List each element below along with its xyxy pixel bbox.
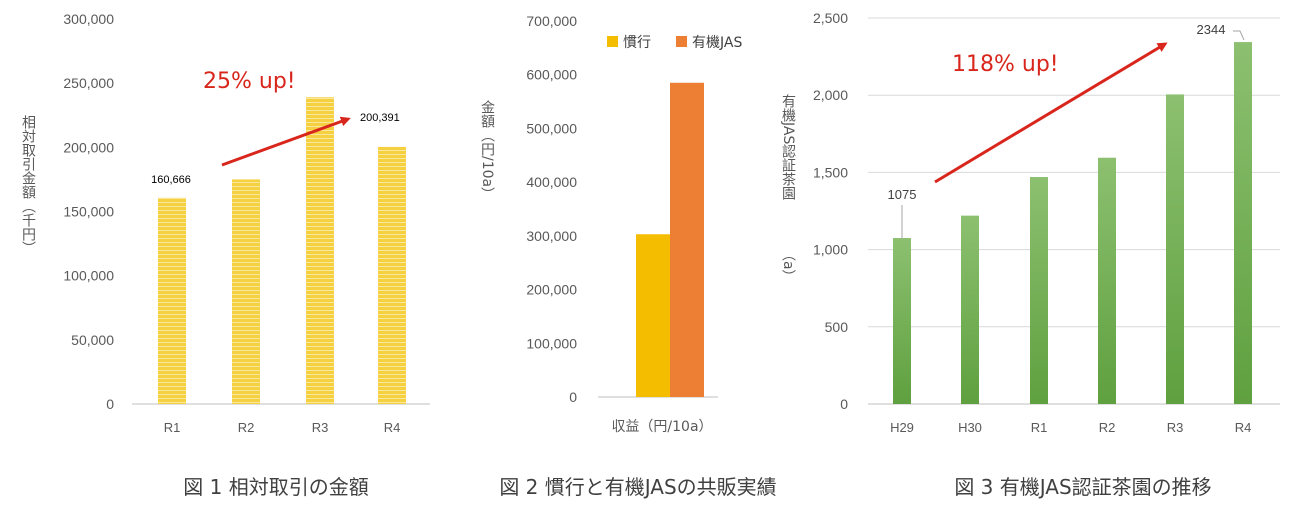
chart3-y-tick: 1,000 <box>813 242 848 258</box>
chart2-caption: 図 2 慣行と有機JASの共販実績 <box>499 475 776 499</box>
chart3-trend-arrow <box>934 42 1168 184</box>
chart3-bar-r3 <box>1166 94 1184 404</box>
chart2-bar-organic <box>670 82 704 398</box>
chart3-data-label-r4: 2344 <box>1197 22 1226 37</box>
chart2-bar-conventional <box>636 234 670 397</box>
chart2: 0 100,000 200,000 300,000 400,000 500,000 600,… <box>479 13 777 499</box>
chart1-data-label-r1: 160,666 <box>151 174 191 186</box>
chart1-bar-r3 <box>306 97 334 405</box>
chart3-data-label-h29: 1075 <box>888 187 917 202</box>
chart1-y-tick: 250,000 <box>63 75 114 91</box>
chart3-bar-r2 <box>1098 157 1116 404</box>
chart3-x-tick: H30 <box>958 420 982 435</box>
chart1-x-tick: R4 <box>384 420 401 435</box>
chart3-bar-h29 <box>893 238 911 404</box>
chart3-x-tick: R2 <box>1099 420 1116 435</box>
chart1-data-label-r4: 200,391 <box>360 112 400 124</box>
chart1-bar-r1 <box>158 197 186 404</box>
chart1-y-tick: 200,000 <box>63 139 114 155</box>
chart2-y-tick: 700,000 <box>526 13 577 29</box>
chart1: 0 50,000 100,000 150,000 200,000 250,000 300,0… <box>20 11 430 499</box>
chart1-y-tick: 300,000 <box>63 11 114 27</box>
chart2-x-axis-label: 収益（円/10a） <box>611 419 712 435</box>
legend-swatch-organic <box>676 36 687 47</box>
chart3-leader-r4 <box>1233 30 1245 41</box>
chart3-y-tick: 1,500 <box>813 164 848 180</box>
chart3-bar-r1 <box>1030 177 1048 404</box>
chart2-y-tick: 400,000 <box>526 174 577 190</box>
chart3-y-axis-unit: （a） <box>780 247 796 284</box>
chart3-x-tick: R4 <box>1235 420 1252 435</box>
chart1-y-tick: 150,000 <box>63 204 114 220</box>
chart2-y-tick: 100,000 <box>526 335 577 351</box>
chart2-y-tick: 500,000 <box>526 120 577 136</box>
chart1-trend-arrow <box>221 116 351 167</box>
chart3-bar-h30 <box>961 215 979 404</box>
chart2-y-tick: 0 <box>569 389 577 405</box>
chart3-y-tick: 0 <box>840 396 848 412</box>
legend-swatch-conventional <box>607 36 618 47</box>
chart2-y-axis-label: 金額（円/10a） <box>479 100 495 201</box>
chart1-y-tick: 100,000 <box>63 268 114 284</box>
chart1-y-tick: 0 <box>106 396 114 412</box>
chart1-y-tick: 50,000 <box>71 332 114 348</box>
chart3-x-tick: R3 <box>1167 420 1184 435</box>
legend-label-organic: 有機JAS <box>692 35 742 51</box>
chart2-y-tick: 600,000 <box>526 67 577 83</box>
chart3-x-tick: R1 <box>1031 420 1048 435</box>
chart3-y-tick: 2,000 <box>813 87 848 103</box>
chart2-y-tick: 200,000 <box>526 282 577 298</box>
chart1-bar-r2 <box>232 179 260 404</box>
chart2-y-tick: 300,000 <box>526 228 577 244</box>
chart1-x-tick: R2 <box>238 420 255 435</box>
chart3-caption: 図 3 有機JAS認証茶園の推移 <box>954 475 1211 499</box>
chart1-y-axis-label: 相対取引金額（千円） <box>20 115 36 255</box>
chart3-x-tick: H29 <box>890 420 914 435</box>
chart1-bar-r4 <box>378 146 406 404</box>
chart3-bar-r4 <box>1234 42 1252 405</box>
chart1-annotation: 25% up! <box>203 69 296 94</box>
chart3-y-tick: 500 <box>825 319 849 335</box>
chart3-annotation: 118% up! <box>952 52 1059 77</box>
chart1-caption: 図 1 相対取引の金額 <box>183 475 368 499</box>
legend-label-conventional: 慣行 <box>623 34 651 51</box>
chart1-x-tick: R3 <box>312 420 329 435</box>
chart1-x-tick: R1 <box>164 420 181 435</box>
chart3-y-axis-label: 有機JAS認証茶園 <box>780 94 796 201</box>
chart3-y-tick: 2,500 <box>813 10 848 26</box>
